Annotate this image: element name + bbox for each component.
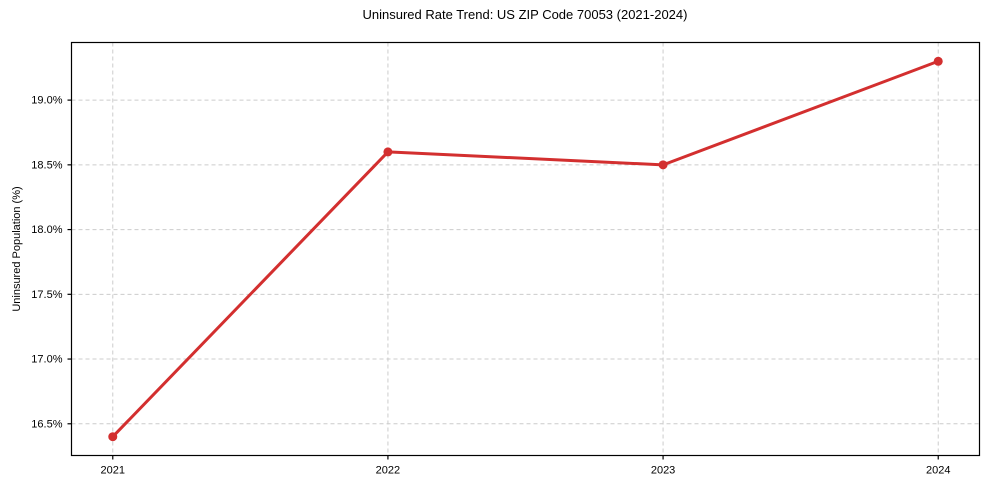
- data-point-marker: [383, 147, 393, 157]
- data-point-marker: [108, 432, 118, 442]
- x-tick-label: 2023: [651, 465, 675, 477]
- x-tick-label: 2022: [376, 465, 400, 477]
- y-tick-label: 17.0%: [31, 354, 62, 366]
- axes-spines: [70, 41, 981, 457]
- y-tick-label: 16.5%: [31, 418, 62, 430]
- trend-line: [111, 59, 940, 439]
- data-point-marker: [658, 160, 668, 170]
- y-tick-label: 17.5%: [31, 289, 62, 301]
- x-tick-label: 2024: [926, 465, 950, 477]
- chart-title: Uninsured Rate Trend: US ZIP Code 70053 …: [362, 7, 688, 22]
- y-tick-label: 18.5%: [31, 159, 62, 171]
- y-tick-label: 19.0%: [31, 95, 62, 107]
- x-tick-label: 2021: [101, 465, 125, 477]
- y-tick-label: 18.0%: [31, 224, 62, 236]
- data-point-marker: [933, 56, 943, 66]
